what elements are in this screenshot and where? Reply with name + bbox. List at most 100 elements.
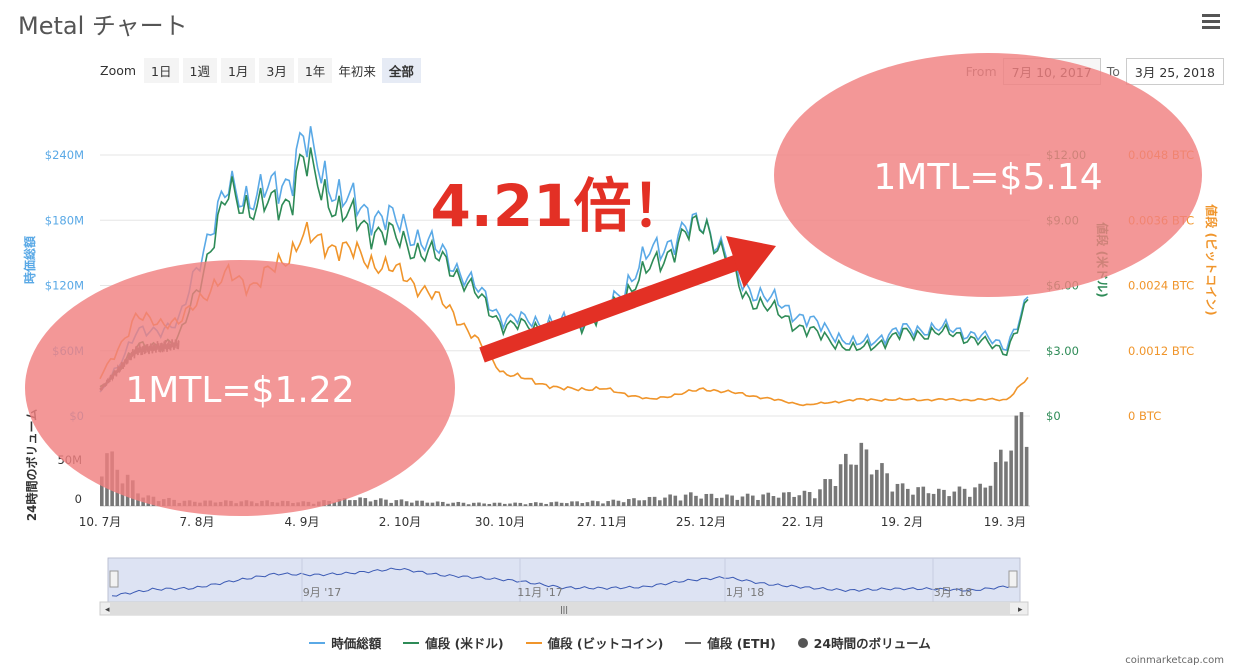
navigator-tick-label: 9月 '17 — [303, 586, 342, 599]
hamburger-menu-icon[interactable] — [1202, 14, 1220, 29]
volume-bar — [596, 501, 600, 506]
zoom-1w-button[interactable]: 1週 — [182, 58, 217, 83]
volume-bar — [379, 498, 383, 506]
navigator-tick-label: 11月 '17 — [517, 586, 563, 599]
volume-bar — [301, 501, 306, 506]
volume-bar — [358, 497, 362, 506]
volume-bar — [373, 499, 378, 506]
volume-bar — [854, 464, 858, 506]
y-tick-usd: $3.00 — [1046, 344, 1079, 358]
volume-bar — [937, 488, 941, 506]
volume-bar — [745, 493, 750, 506]
volume-bar — [585, 502, 590, 506]
x-tick-label: 27. 11月 — [577, 515, 627, 529]
volume-bar — [704, 493, 709, 506]
volume-bar — [559, 502, 564, 506]
volume-bar — [885, 473, 889, 506]
volume-bar — [322, 500, 326, 506]
volume-bar — [849, 464, 853, 506]
volume-bar — [782, 492, 786, 506]
legend-volume[interactable]: 24時間のボリューム — [797, 633, 931, 652]
zoom-1y-button[interactable]: 1年 — [297, 58, 333, 83]
y-tick-left: $60M — [52, 344, 84, 358]
growth-arrow-shaft — [479, 254, 741, 363]
navigator-scrollbar-thumb — [110, 603, 1010, 614]
legend-market-cap-label: 時価総額 — [331, 636, 382, 651]
volume-bar — [833, 486, 838, 506]
y-tick-btc: 0.0048 BTC — [1128, 148, 1194, 162]
credit-link[interactable]: coinmarketcap.com — [1125, 655, 1224, 666]
volume-bar — [776, 497, 781, 506]
legend-market-cap[interactable]: 時価総額 — [309, 633, 381, 652]
zoom-3m-button[interactable]: 3月 — [259, 58, 294, 83]
volume-bar — [611, 499, 616, 506]
series-line-market-cap — [99, 126, 1029, 393]
volume-bar — [162, 499, 166, 506]
volume-bar — [580, 503, 585, 506]
volume-bar — [146, 495, 151, 506]
volume-bar — [389, 502, 393, 506]
volume-bar — [136, 493, 140, 506]
volume-bar — [689, 492, 693, 506]
volume-bar — [487, 503, 492, 506]
zoom-1d-button[interactable]: 1日 — [144, 58, 179, 83]
start-price-label: 1MTL=$1.22 — [125, 370, 354, 411]
volume-bar — [673, 495, 678, 506]
volume-bar — [296, 502, 300, 506]
volume-bar — [601, 503, 605, 506]
volume-bar — [663, 497, 667, 506]
legend-usd[interactable]: 値段 (米ドル) — [403, 633, 504, 652]
volume-bar — [637, 500, 641, 506]
volume-bar — [771, 496, 776, 506]
volume-bar — [1009, 450, 1013, 506]
y-tick-btc: 0.0012 BTC — [1128, 344, 1194, 358]
growth-arrow-head — [726, 236, 776, 288]
volume-bar — [668, 494, 672, 506]
volume-bar — [895, 483, 900, 506]
y-axis-title-btc: 値段 (ビットコイン) — [1204, 203, 1219, 315]
volume-bar — [151, 496, 156, 506]
volume-bar — [291, 503, 295, 506]
volume-bar — [410, 502, 414, 506]
zoom-ytd-button[interactable]: 年初来 — [338, 64, 376, 79]
volume-bar — [952, 491, 957, 506]
volume-bar — [260, 500, 264, 506]
volume-bar — [446, 503, 450, 506]
x-tick-label: 10. 7月 — [79, 515, 122, 529]
zoom-1m-button[interactable]: 1月 — [220, 58, 256, 83]
volume-bar — [864, 449, 869, 506]
y-tick-usd: $0 — [1046, 409, 1061, 423]
x-tick-label: 4. 9月 — [285, 515, 320, 529]
volume-bar — [503, 503, 507, 506]
volume-bar — [193, 501, 197, 506]
legend-eth[interactable]: 値段 (ETH) — [685, 633, 776, 652]
volume-bar — [916, 487, 920, 506]
volume-bar — [394, 500, 399, 506]
volume-bar — [182, 500, 187, 506]
navigator-series-line — [111, 567, 1013, 597]
volume-bar — [942, 489, 946, 506]
series-line-usd — [99, 147, 1029, 388]
volume-bar — [766, 492, 771, 506]
volume-bar — [813, 498, 817, 506]
volume-bar — [131, 480, 135, 506]
volume-bar — [880, 463, 884, 506]
volume-bar — [823, 479, 827, 506]
from-date-input[interactable]: 7月 10, 2017 — [1002, 58, 1101, 85]
volume-bar — [890, 491, 895, 506]
chart-legend: 時価総額 値段 (米ドル) 値段 (ビットコイン) 値段 (ETH) 24時間の… — [0, 633, 1240, 652]
volume-bar — [962, 488, 967, 506]
x-tick-label: 7. 8月 — [180, 515, 215, 529]
to-date-input[interactable]: 3月 25, 2018 — [1125, 58, 1224, 85]
zoom-all-button[interactable]: 全部 — [381, 58, 421, 83]
volume-bar — [249, 501, 254, 506]
to-label: To — [1106, 64, 1120, 79]
navigator-tick-label: 3月 '18 — [934, 586, 973, 599]
volume-bar — [110, 451, 114, 506]
volume-bar — [818, 489, 822, 506]
volume-bar — [751, 495, 755, 506]
volume-bar — [875, 469, 879, 506]
y-tick-left: $120M — [45, 279, 84, 293]
legend-btc[interactable]: 値段 (ビットコイン) — [525, 633, 663, 652]
